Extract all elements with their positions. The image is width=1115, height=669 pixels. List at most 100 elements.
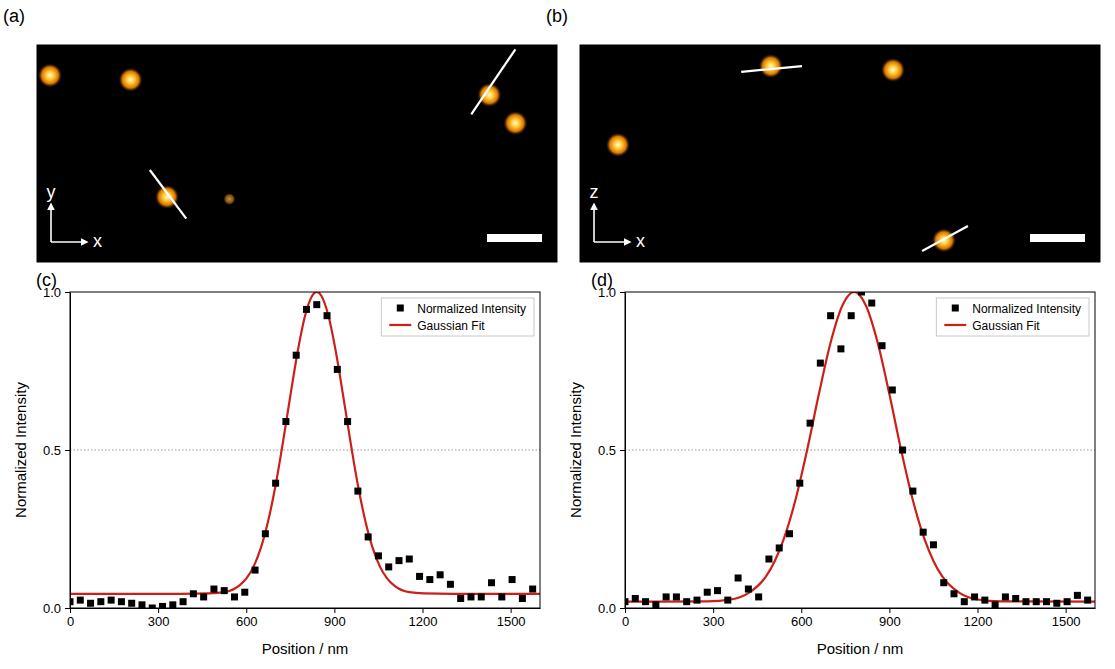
tick-label: 900 (879, 614, 901, 629)
tick: 0.0 (43, 601, 70, 616)
data-point (765, 556, 772, 563)
data-point (159, 603, 166, 608)
data-point (1084, 597, 1091, 604)
chart-panel: 0 300 600 900 1200 1500 0.00.51.0 Position / nm… (567, 285, 1096, 657)
data-point (837, 345, 844, 352)
tick: 600 (236, 608, 258, 629)
spot (503, 111, 527, 135)
tick: 1200 (964, 608, 993, 629)
tick-mark (801, 608, 802, 613)
data-point (509, 576, 516, 583)
tick-label: 0.5 (43, 443, 61, 458)
plot-frame (625, 292, 1095, 608)
data-point (1012, 595, 1019, 602)
data-point (344, 418, 351, 425)
spot (881, 58, 905, 82)
scale-bar (1030, 234, 1085, 242)
data-point (755, 593, 762, 600)
x-axis-title: Position / nm (262, 640, 349, 657)
data-point (858, 292, 865, 296)
tick-label: 300 (148, 614, 170, 629)
legend-marker (389, 324, 411, 326)
data-point (1022, 598, 1029, 605)
data-point (118, 598, 125, 605)
data-point (693, 597, 700, 604)
image-background (37, 45, 557, 262)
tick-label: 300 (703, 614, 725, 629)
tick-mark (70, 608, 71, 613)
profile-line (922, 226, 968, 251)
tick-mark (65, 608, 70, 609)
data-point (1002, 593, 1009, 600)
legend-label: Normalized Intensity (417, 302, 526, 316)
spot (38, 63, 62, 87)
data-point (796, 480, 803, 487)
data-point (776, 544, 783, 551)
plot-marks (70, 292, 540, 608)
tick-label: 1500 (1052, 614, 1081, 629)
axis-arrow (593, 204, 595, 242)
tick-label: 1500 (497, 614, 526, 629)
data-point (221, 587, 228, 594)
data-point (210, 586, 217, 593)
data-point (303, 306, 310, 313)
data-point (1043, 598, 1050, 605)
data-point (642, 598, 649, 605)
data-point (478, 593, 485, 600)
axis-indicator-label: x (93, 231, 102, 251)
x-axis-title: Position / nm (817, 640, 904, 657)
data-point (673, 593, 680, 600)
legend-box (936, 298, 1089, 336)
reference-line (625, 450, 1095, 451)
image-background (580, 45, 1100, 262)
data-point (282, 418, 289, 425)
data-point (724, 597, 731, 604)
tick: 900 (879, 608, 901, 629)
data-point (293, 352, 300, 359)
data-point (272, 480, 279, 487)
spot (223, 193, 235, 205)
data-point (416, 573, 423, 580)
legend: Normalized Intensity Gaussian Fit (381, 298, 534, 336)
data-point (108, 597, 115, 604)
tick: 300 (148, 608, 170, 629)
image-marks (38, 49, 527, 218)
axis-indicator-label: z (590, 182, 599, 202)
tick: 0.0 (598, 601, 625, 616)
data-point (992, 601, 999, 608)
tick-label: 900 (324, 614, 346, 629)
tick-label: 0 (622, 614, 629, 629)
data-point (180, 598, 187, 605)
data-point (97, 598, 104, 605)
data-point (714, 587, 721, 594)
data-point (1074, 592, 1081, 599)
legend-label: Gaussian Fit (417, 319, 485, 333)
data-point (930, 541, 937, 548)
data-point (498, 593, 505, 600)
tick: 600 (791, 608, 813, 629)
axis-arrow (50, 204, 52, 242)
y-axis: 0.00.51.0 (598, 285, 626, 616)
tick-mark (65, 292, 70, 293)
axis-arrow (594, 241, 630, 243)
panel-label: (a) (3, 6, 25, 26)
tick-label: 600 (236, 614, 258, 629)
tick-label: 0.0 (598, 601, 616, 616)
data-point (200, 593, 207, 600)
tick-label: 1.0 (598, 285, 616, 300)
tick-mark (65, 450, 70, 451)
legend-marker (944, 324, 966, 326)
data-point (447, 581, 454, 588)
data-point (231, 593, 238, 600)
chart-panel: 0300600900120015000.00.51.0Position / nm… (12, 285, 541, 657)
tick-mark (713, 608, 714, 613)
tick-mark (334, 608, 335, 613)
tick: 1500 (1052, 608, 1081, 629)
legend-marker (952, 305, 959, 312)
data-point (365, 533, 372, 540)
tick-mark (620, 292, 625, 293)
axis-line (70, 293, 71, 609)
spot (932, 228, 956, 252)
tick-mark (889, 608, 890, 613)
plot-background (70, 292, 540, 608)
